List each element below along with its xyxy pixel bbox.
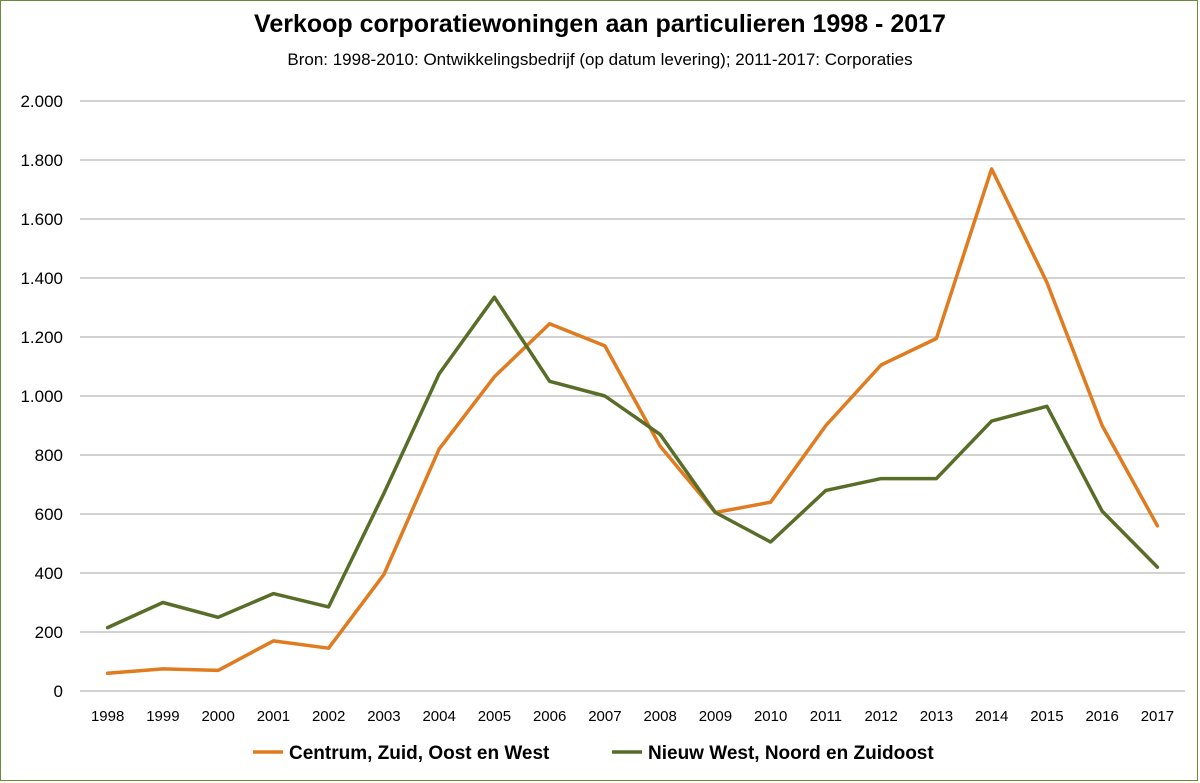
legend: Centrum, Zuid, Oost en West Nieuw West, N… (253, 743, 934, 764)
x-tick-label: 2004 (422, 708, 455, 725)
y-axis-ticks: 0 200 400 600 800 1.000 1.200 1.400 1.600 1.800 2.… (20, 92, 63, 701)
x-tick-label: 2007 (588, 708, 621, 725)
legend-label-2: Nieuw West, Noord en Zuidoost (648, 743, 934, 764)
x-tick-label: 2002 (312, 708, 345, 725)
chart-subtitle: Bron: 1998-2010: Ontwikkelingsbedrijf (o… (287, 50, 913, 69)
x-tick-label: 2001 (257, 708, 290, 725)
y-tick-label: 1.400 (20, 269, 63, 288)
y-tick-label: 2.000 (20, 92, 63, 111)
series-line-2 (105, 295, 1160, 630)
x-tick-label: 2016 (1085, 708, 1118, 725)
series-lines (105, 167, 1160, 676)
y-tick-label: 0 (54, 682, 63, 701)
x-tick-label: 2009 (699, 708, 732, 725)
y-tick-label: 200 (35, 623, 63, 642)
x-tick-label: 2017 (1141, 708, 1174, 725)
x-tick-label: 2000 (201, 708, 234, 725)
x-tick-label: 2006 (533, 708, 566, 725)
y-tick-label: 600 (35, 505, 63, 524)
series-line-1 (105, 167, 1160, 676)
legend-label-1: Centrum, Zuid, Oost en West (289, 743, 550, 764)
y-tick-label: 1.600 (20, 210, 63, 229)
x-tick-label: 2005 (478, 708, 511, 725)
x-axis-ticks: 1998 1999 2000 2001 2002 2003 2004 2005 2006 2007… (91, 708, 1174, 725)
y-tick-label: 1.000 (20, 387, 63, 406)
y-tick-label: 800 (35, 446, 63, 465)
x-tick-label: 2003 (367, 708, 400, 725)
x-tick-label: 2008 (643, 708, 676, 725)
chart-title: Verkoop corporatiewoningen aan particuli… (254, 10, 946, 38)
x-tick-label: 2014 (975, 708, 1008, 725)
x-tick-label: 2010 (754, 708, 787, 725)
gridlines (80, 100, 1185, 692)
x-tick-label: 2012 (864, 708, 897, 725)
x-tick-label: 2013 (920, 708, 953, 725)
x-tick-label: 2015 (1030, 708, 1063, 725)
y-tick-label: 1.200 (20, 328, 63, 347)
y-tick-label: 400 (35, 564, 63, 583)
x-tick-label: 1999 (146, 708, 179, 725)
x-tick-label: 2011 (810, 708, 842, 725)
y-tick-label: 1.800 (20, 151, 63, 170)
x-tick-label: 1998 (91, 708, 124, 725)
